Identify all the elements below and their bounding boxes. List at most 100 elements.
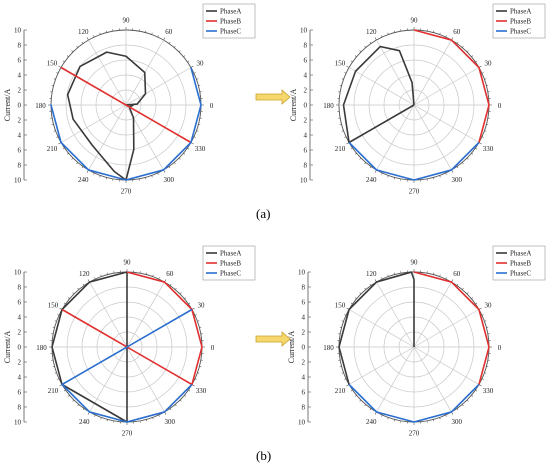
grid-spoke: [126, 281, 165, 348]
angle-tick: [169, 283, 172, 286]
angle-tick-label: 180: [36, 344, 47, 352]
angle-tick-label: 30: [485, 59, 493, 67]
angle-tick: [381, 35, 383, 38]
angle-tick: [173, 45, 176, 48]
polar-chart-4: 0 30 60 90 120 150 180 210 240 270 300 330 0 2 2 4 4 6 6 8 8…: [287, 245, 546, 438]
angle-tick: [67, 394, 70, 397]
angle-tick: [466, 292, 469, 295]
angle-tick-label: 270: [121, 188, 132, 196]
angle-tick-label: 150: [48, 301, 59, 309]
angle-tick: [169, 408, 172, 411]
angle-tick-label: 150: [47, 59, 58, 67]
angle-tick: [484, 78, 487, 80]
radial-tick-label: 4: [18, 132, 22, 140]
radial-tick-label: 6: [18, 299, 22, 307]
legend: PhaseA PhaseB PhaseC: [202, 3, 256, 39]
angle-tick: [183, 152, 186, 155]
angle-tick: [439, 417, 441, 420]
angle-tick-label: 240: [78, 176, 89, 184]
angle-tick-label: 0: [211, 344, 215, 352]
angle-tick-label: 0: [498, 344, 502, 352]
angle-tick-label: 270: [122, 430, 133, 438]
angle-tick: [56, 136, 59, 138]
grid-spoke: [376, 346, 415, 413]
angle-tick: [445, 35, 447, 38]
angle-tick: [56, 72, 59, 74]
angle-tick: [350, 389, 353, 392]
angle-tick-label: 30: [197, 59, 205, 67]
radial-tick-label: 6: [18, 57, 22, 65]
angle-tick: [439, 32, 441, 35]
radial-tick-label: 8: [304, 42, 308, 50]
radial-tick-label: 4: [304, 132, 308, 140]
angle-tick-label: 330: [483, 145, 494, 153]
angle-tick: [387, 175, 389, 178]
angle-tick-label: 330: [195, 145, 206, 153]
angle-tick: [168, 41, 171, 44]
angle-tick: [82, 283, 85, 286]
angle-tick-label: 60: [453, 28, 461, 36]
legend-label-phasea: PhaseA: [220, 8, 241, 16]
radial-axis-label: Current/A: [289, 89, 298, 122]
grid-spoke: [89, 281, 128, 348]
angle-tick: [152, 274, 154, 277]
angle-tick: [456, 41, 459, 44]
angle-tick: [184, 297, 187, 300]
angle-tick: [94, 277, 96, 280]
angle-tick: [76, 162, 79, 165]
angle-tick: [484, 372, 487, 374]
angle-tick: [481, 314, 484, 316]
angle-tick: [369, 283, 372, 286]
grid-spoke: [88, 39, 127, 106]
radial-tick-label: 10: [14, 27, 22, 35]
transition-arrow-a: [255, 89, 291, 105]
angle-tick: [350, 60, 353, 63]
angle-tick: [151, 175, 153, 178]
angle-tick: [57, 314, 60, 316]
grid-spoke: [88, 104, 127, 171]
grid-spoke: [376, 104, 415, 171]
angle-tick: [168, 166, 171, 169]
angle-tick: [194, 314, 197, 316]
angle-tick: [387, 417, 389, 420]
angle-tick-label: 30: [485, 301, 493, 309]
angle-tick-label: 120: [79, 270, 90, 278]
polar-chart-2: 0 30 60 90 120 150 180 210 240 270 300 330 0 2 2 4 4 6 6 8 8…: [289, 3, 546, 196]
angle-tick: [184, 394, 187, 397]
radial-axis-label: Current/A: [3, 89, 12, 122]
angle-tick: [387, 32, 389, 35]
angle-tick-label: 210: [47, 145, 58, 153]
angle-tick-label: 240: [79, 418, 90, 426]
angle-tick: [461, 162, 464, 165]
grid-spoke: [125, 67, 192, 106]
angle-tick: [481, 378, 484, 380]
radial-tick-label: 2: [18, 117, 22, 125]
angle-tick-label: 330: [196, 387, 207, 395]
angle-tick: [183, 55, 186, 58]
legend-label-phaseb: PhaseB: [220, 260, 241, 268]
transition-arrow-b: [255, 331, 291, 347]
angle-tick: [344, 72, 347, 74]
angle-tick-label: 300: [452, 176, 463, 184]
angle-tick: [179, 399, 182, 402]
angle-tick: [179, 292, 182, 295]
angle-tick: [359, 399, 362, 402]
radial-tick-label: 4: [302, 374, 306, 382]
angle-tick-label: 90: [123, 17, 131, 25]
legend: PhaseA PhaseB PhaseC: [202, 245, 256, 281]
angle-tick: [77, 287, 80, 290]
angle-tick: [94, 414, 96, 417]
panel-label-b: (b): [256, 448, 272, 463]
grid-spoke: [413, 104, 452, 171]
angle-tick: [81, 41, 84, 44]
radial-tick-label: 8: [18, 42, 22, 50]
angle-tick-label: 120: [366, 270, 377, 278]
angle-tick: [374, 37, 377, 41]
radial-tick-label: 6: [302, 299, 306, 307]
angle-tick: [369, 41, 372, 44]
legend-label-phaseb: PhaseB: [510, 260, 531, 268]
angle-tick: [475, 302, 478, 305]
angle-tick: [350, 147, 353, 150]
angle-tick: [456, 408, 459, 411]
grid-spoke: [413, 346, 452, 413]
